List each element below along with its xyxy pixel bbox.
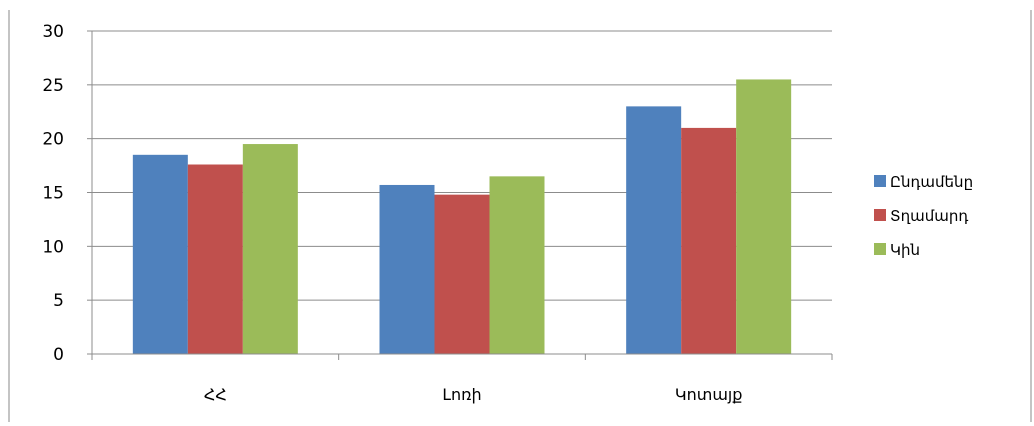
axes: 0 5 10 15 20 25 30 ՀՀ Լոռի Կոտայք [42,22,833,404]
legend-swatch [874,175,886,187]
bar-1-1 [132,154,188,354]
legend-label: Կին [890,241,920,259]
bar-2-1 [187,164,243,354]
bar-3-3 [736,79,792,354]
y-tick-label: 5 [53,291,64,311]
bar-2-3 [681,127,737,355]
x-category-label: ՀՀ [204,385,227,404]
legend-swatch [874,243,886,255]
y-tick-label: 20 [42,130,64,150]
y-tick-label: 25 [42,76,64,96]
bars [132,79,792,355]
bar-2-2 [434,194,490,354]
bar-1-3 [626,106,682,354]
legend-label: Ընդամենը [890,173,973,191]
x-category-label: Կոտայք [675,385,743,404]
x-category-label: Լոռի [442,385,481,404]
legend-swatch [874,209,886,221]
y-tick-label: 0 [53,345,64,365]
legend-label: Տղամարդ [890,207,968,225]
y-tick-label: 15 [42,184,64,204]
y-tick-label: 30 [42,22,64,42]
y-tick-label: 10 [42,237,64,257]
bar-3-1 [242,144,298,354]
bar-1-2 [379,184,435,354]
bar-3-2 [489,176,545,354]
legend: Ընդամենը Տղամարդ Կին [874,173,973,259]
